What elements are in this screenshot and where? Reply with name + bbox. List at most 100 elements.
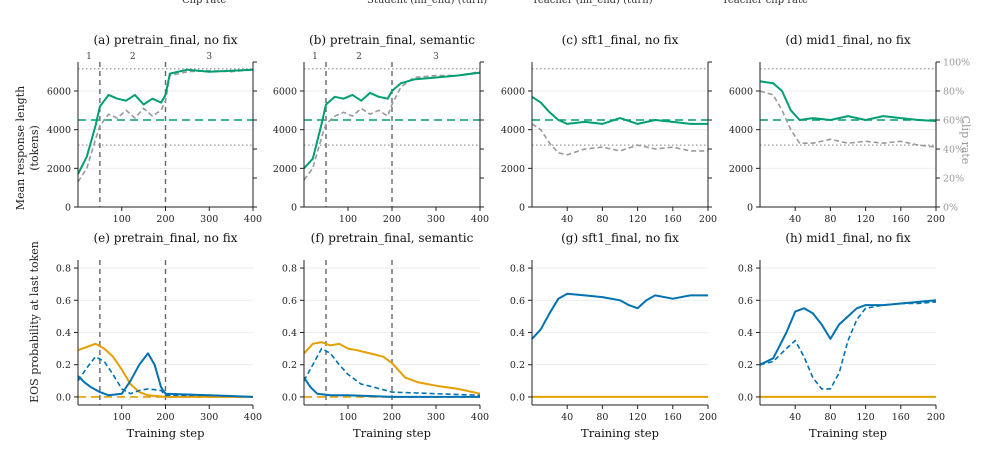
panel-c: 0 2000 4000 6000 40 80 120 160 200 (c) sft1_final… (501, 33, 717, 225)
x-tick-label: 80 (596, 214, 608, 225)
right-tick-label: 20% (943, 174, 964, 185)
y-tick-label: 0 (747, 203, 753, 214)
x-tick-label: 400 (244, 412, 262, 423)
legend-label: Teacher (im_end) (turn) (532, 0, 653, 6)
x-tick-label: 40 (789, 214, 801, 225)
series-line-teacher (77, 342, 253, 398)
y-tick-label: 0 (65, 203, 71, 214)
y-tick-label: 0.0 (510, 392, 525, 403)
y-tick-label: 0.8 (282, 264, 297, 275)
y-tick-label: 0.6 (738, 296, 753, 307)
panel-b: 1 2 3 0 2000 4000 6000 100 200 300 400 (b) pretrain… (273, 33, 489, 225)
phase-label: 3 (206, 52, 212, 62)
x-tick-label: 100 (339, 214, 357, 225)
x-tick-label: 100 (339, 412, 357, 423)
x-tick-label: 200 (699, 214, 717, 225)
panel-g: 0.0 0.2 0.4 0.6 0.8 40 80 120 160 200 (g) sft1_fin… (510, 231, 717, 440)
x-tick-label: 400 (244, 214, 262, 225)
series-line-length (77, 68, 254, 175)
y-tick-label: 4000 (501, 125, 525, 136)
x-tick-label: 400 (471, 214, 489, 225)
panel-title: (e) pretrain_final, no fix (94, 231, 238, 245)
y-tick-label: 0.6 (56, 296, 71, 307)
y-tick-label: 6000 (729, 87, 753, 98)
x-tick-label: 160 (664, 412, 682, 423)
y-tick-label: 4000 (729, 125, 753, 136)
x-tick-label: 100 (113, 214, 131, 225)
series-line-teacher (303, 341, 481, 395)
y-tick-label: 0.8 (56, 264, 71, 275)
x-tick-label: 100 (113, 412, 131, 423)
x-tick-label: 200 (383, 214, 401, 225)
panel-e: 0.0 0.2 0.4 0.6 0.8 100 200 300 400 (e) pretrain_… (56, 231, 262, 440)
x-tick-label: 40 (561, 412, 573, 423)
x-tick-label: 200 (927, 214, 945, 225)
x-tick-label: 400 (471, 412, 489, 423)
y-tick-label: 2000 (273, 164, 297, 175)
legend: Clip rate Student (im_end) (turn) Teacher … (182, 0, 808, 6)
series-line-student (303, 377, 480, 398)
phase-label: 2 (356, 52, 362, 62)
x-tick-label: 200 (156, 214, 174, 225)
y-tick-label: 0 (291, 203, 297, 214)
y-tick-label: 0 (519, 203, 525, 214)
series-line-student-dashed (77, 355, 254, 398)
series-line-student (77, 352, 254, 398)
x-tick-label: 40 (561, 214, 573, 225)
y-tick-label: 0.0 (56, 392, 71, 403)
y-tick-label: 4000 (47, 125, 71, 136)
series-line-student-dashed (303, 347, 481, 397)
x-axis-label: Training step (809, 426, 887, 440)
panel-f: 0.0 0.2 0.4 0.6 0.8 100 200 300 400 (f) pretrain_… (282, 231, 489, 440)
x-tick-label: 300 (200, 214, 218, 225)
y-tick-label: 0.4 (282, 328, 297, 339)
panel-d: 0 2000 4000 6000 40 80 120 160 2000% 20% 40% 60% 80%… (729, 33, 970, 225)
y-axis-label-top: Mean response length (14, 86, 27, 210)
phase-label: 3 (433, 52, 439, 62)
legend-label: Clip rate (182, 0, 226, 6)
y-tick-label: 0.4 (56, 328, 71, 339)
right-tick-label: 40% (943, 145, 964, 156)
panel-title: (h) mid1_final, no fix (785, 231, 911, 245)
series-line-clip (531, 123, 708, 156)
y-tick-label: 6000 (47, 87, 71, 98)
right-tick-label: 100% (943, 58, 970, 69)
panel-a: 1 2 3 0 2000 4000 6000 100 200 300 400 (a) pretrain… (47, 33, 262, 225)
x-tick-label: 120 (629, 412, 647, 423)
phase-label: 1 (312, 52, 318, 62)
x-axis-label: Training step (353, 426, 431, 440)
panel-h: 0.0 0.2 0.4 0.6 0.8 40 80 120 160 200 (h) mid1_fin… (738, 231, 945, 440)
series-line-length (759, 80, 937, 122)
x-tick-label: 300 (427, 412, 445, 423)
x-tick-label: 300 (427, 214, 445, 225)
y-tick-label: 0.0 (282, 392, 297, 403)
x-tick-label: 200 (699, 412, 717, 423)
panel-title: (f) pretrain_final, semantic (311, 231, 474, 245)
x-axis-label: Training step (127, 426, 205, 440)
series-line-clip (303, 70, 481, 181)
y-tick-label: 6000 (273, 87, 297, 98)
y-tick-label: 0.4 (510, 328, 525, 339)
panel-title: (a) pretrain_final, no fix (93, 33, 237, 47)
legend-label: Student (im_end) (turn) (367, 0, 487, 6)
x-tick-label: 120 (857, 412, 875, 423)
x-tick-label: 160 (664, 214, 682, 225)
x-tick-label: 200 (156, 412, 174, 423)
right-tick-label: 80% (943, 87, 964, 98)
panel-title: (d) mid1_final, no fix (785, 33, 911, 47)
x-tick-label: 80 (596, 412, 608, 423)
series-line-student (531, 292, 708, 340)
series-line-clip (759, 90, 937, 148)
y-tick-label: 0.4 (738, 328, 753, 339)
y-tick-label: 2000 (47, 164, 71, 175)
y-tick-label: 0.2 (56, 360, 71, 371)
right-axis-label: Clip rate (959, 116, 972, 165)
y-tick-label: 0.2 (510, 360, 525, 371)
x-tick-label: 200 (927, 412, 945, 423)
panel-title: (b) pretrain_final, semantic (309, 33, 475, 47)
series-line-student-dashed (759, 301, 937, 390)
x-tick-label: 160 (892, 412, 910, 423)
right-tick-label: 0% (943, 203, 958, 214)
